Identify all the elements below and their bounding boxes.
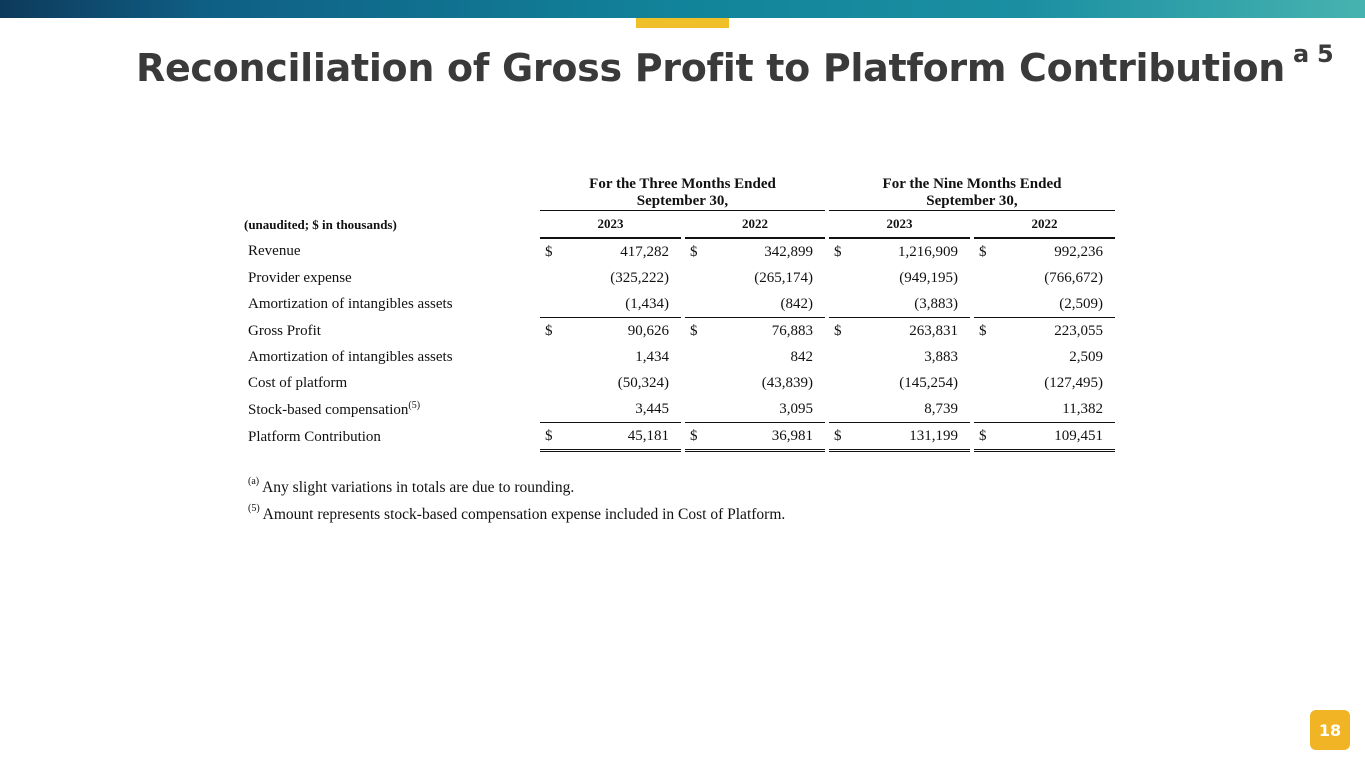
currency-symbol: $: [690, 322, 698, 339]
table-cell-value: 36,981: [711, 423, 825, 452]
currency-symbol: [974, 265, 1000, 291]
table-cell-value: 223,055: [1054, 322, 1103, 339]
period-header-three-months: For the Three Months Ended September 30,: [540, 176, 825, 211]
table-row: Provider expense (325,222) (265,174) (949,1…: [244, 265, 1115, 291]
top-gradient-bar: [0, 0, 1365, 18]
table-row: Cost of platform (50,324) (43,839) (145,254…: [244, 370, 1115, 396]
currency-symbol: $: [974, 238, 1000, 265]
currency-symbol: [974, 344, 1000, 370]
table-cell-value: 1,216,909: [855, 238, 970, 265]
table-row: Amortization of intangibles assets (1,434…: [244, 291, 1115, 318]
row-label: Revenue: [248, 243, 301, 259]
currency-symbol: $: [829, 423, 855, 452]
currency-symbol: [540, 265, 566, 291]
table-cell-value: (43,839): [761, 374, 813, 391]
table-cell-value: (127,495): [1044, 374, 1103, 391]
table-cell-value: (145,254): [899, 374, 958, 391]
table-row: Stock-based compensation(5) 3,445 3,095 8,7…: [244, 396, 1115, 423]
table-row: Gross Profit $90,626 $76,883 $263,831 $223,0…: [244, 318, 1115, 344]
currency-symbol: $: [685, 238, 711, 265]
table-cell-value: 90,626: [627, 322, 669, 339]
currency-symbol: $: [979, 322, 987, 339]
currency-symbol: [685, 265, 711, 291]
table-cell-value: 3,445: [566, 396, 681, 423]
year-header: 2023: [540, 211, 681, 238]
units-label: (unaudited; $ in thousands): [244, 216, 397, 232]
table-cell-value: 1,434: [635, 348, 669, 365]
currency-symbol: $: [685, 423, 711, 452]
row-label: Stock-based compensation(5): [248, 400, 421, 418]
year-header: 2022: [685, 211, 825, 238]
table-cell-value: 45,181: [566, 423, 681, 452]
row-label: Platform Contribution: [248, 429, 381, 445]
row-label: Cost of platform: [248, 374, 348, 391]
slide-title: Reconciliation of Gross Profit to Platfo…: [136, 40, 1334, 90]
table-cell-value: 842: [790, 348, 814, 365]
year-header: 2023: [829, 211, 970, 238]
currency-symbol: [829, 291, 855, 318]
currency-symbol: [829, 265, 855, 291]
footnote-marker: (5): [408, 400, 421, 411]
year-header: 2022: [974, 211, 1115, 238]
row-label: Amortization of intangibles assets: [248, 296, 453, 312]
table-cell-value: 2,509: [1069, 348, 1103, 365]
page-number-badge: 18: [1310, 710, 1350, 750]
reconciliation-table: For the Three Months Ended September 30, …: [244, 176, 1115, 452]
title-superscript: a 5: [1293, 40, 1334, 68]
table-cell-value: (766,672): [1044, 269, 1103, 286]
currency-symbol: [540, 344, 566, 370]
table-cell-value: (325,222): [610, 269, 669, 286]
table-cell-value: 3,883: [924, 348, 958, 365]
footnote-a: (a) Any slight variations in totals are d…: [248, 476, 575, 497]
currency-symbol: [974, 396, 1000, 423]
currency-symbol: $: [545, 322, 553, 339]
currency-symbol: [685, 370, 711, 396]
table-row: Revenue $417,282 $342,899 $1,216,909 $992,23…: [244, 238, 1115, 265]
currency-symbol: [540, 370, 566, 396]
table-cell-value: 992,236: [1000, 238, 1115, 265]
currency-symbol: $: [829, 238, 855, 265]
table-cell-value: 131,199: [855, 423, 970, 452]
currency-symbol: [974, 291, 1000, 318]
table-cell-value: (1,434): [566, 291, 681, 318]
table-cell-value: (842): [711, 291, 825, 318]
currency-symbol: [829, 396, 855, 423]
footnote-5: (5) Amount represents stock-based compens…: [248, 503, 786, 524]
currency-symbol: $: [540, 238, 566, 265]
table-cell-value: (2,509): [1000, 291, 1115, 318]
year-header-row: (unaudited; $ in thousands) 2023 2022 20…: [244, 211, 1115, 238]
currency-symbol: [685, 291, 711, 318]
title-accent-bar: [636, 18, 729, 28]
row-label: Gross Profit: [248, 322, 321, 339]
table-cell-value: (265,174): [754, 269, 813, 286]
currency-symbol: [829, 370, 855, 396]
table-cell-value: 417,282: [566, 238, 681, 265]
table-cell-value: 8,739: [855, 396, 970, 423]
currency-symbol: [540, 396, 566, 423]
table-cell-value: (50,324): [617, 374, 669, 391]
table-cell-value: (3,883): [855, 291, 970, 318]
table-row: Amortization of intangibles assets 1,434 8…: [244, 344, 1115, 370]
currency-symbol: $: [834, 322, 842, 339]
table-row: Platform Contribution $45,181 $36,981 $131,…: [244, 423, 1115, 452]
table-cell-value: 76,883: [771, 322, 813, 339]
table-cell-value: 342,899: [711, 238, 825, 265]
table-cell-value: (949,195): [899, 269, 958, 286]
currency-symbol: [540, 291, 566, 318]
row-label: Amortization of intangibles assets: [248, 348, 453, 365]
currency-symbol: $: [974, 423, 1000, 452]
currency-symbol: [829, 344, 855, 370]
currency-symbol: $: [540, 423, 566, 452]
table-cell-value: 263,831: [909, 322, 958, 339]
table-cell-value: 3,095: [711, 396, 825, 423]
period-header-nine-months: For the Nine Months Ended September 30,: [829, 176, 1115, 211]
row-label: Provider expense: [248, 269, 352, 286]
currency-symbol: [685, 396, 711, 423]
currency-symbol: [974, 370, 1000, 396]
table-cell-value: 11,382: [1000, 396, 1115, 423]
table-cell-value: 109,451: [1000, 423, 1115, 452]
period-header-row: For the Three Months Ended September 30, …: [244, 176, 1115, 211]
currency-symbol: [685, 344, 711, 370]
